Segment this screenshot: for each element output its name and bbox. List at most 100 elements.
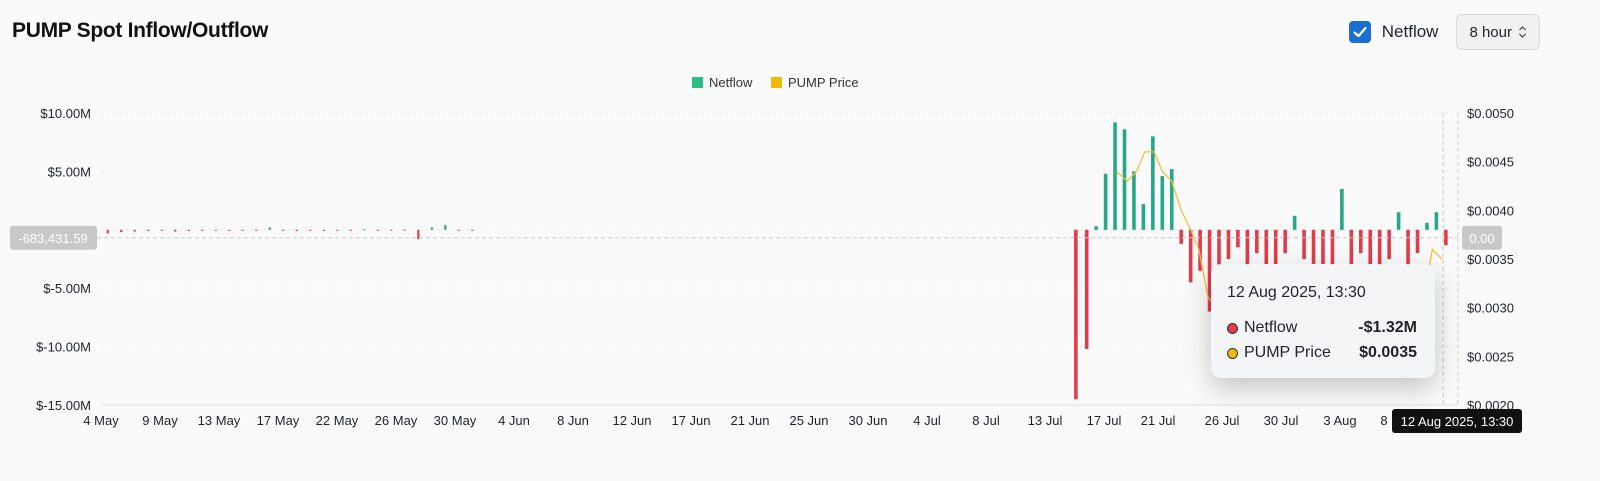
right-tick-label-2: $0.0040 [1467, 203, 1514, 218]
netflow-bar [282, 229, 285, 231]
netflow-bar [363, 229, 366, 231]
legend-label-0[interactable]: Netflow [709, 75, 753, 90]
netflow-bar [201, 229, 204, 231]
netflow-bar [1255, 229, 1259, 254]
netflow-bar [228, 229, 231, 231]
netflow-bar [403, 229, 406, 231]
netflow-bar [160, 229, 163, 231]
checkmark-icon [1353, 26, 1367, 38]
x-tick-label-0: 4 May [83, 413, 119, 428]
netflow-bar [1340, 188, 1344, 230]
crosshair-y-label: -683,431.59 [18, 231, 87, 246]
netflow-bar [322, 229, 325, 231]
netflow-bar [133, 229, 136, 232]
x-tick-label-2: 13 May [198, 413, 241, 428]
netflow-bar [336, 229, 339, 231]
x-tick-label-3: 17 May [257, 413, 300, 428]
netflow-bar [1283, 229, 1287, 254]
netflow-bar [1226, 229, 1231, 259]
x-tick-label-17: 17 Jul [1087, 413, 1122, 428]
page-title: PUMP Spot Inflow/Outflow [12, 19, 269, 42]
price-dot-icon [1227, 347, 1238, 359]
right-tick-label-1: $0.0045 [1467, 155, 1514, 170]
x-tick-label-13: 30 Jun [848, 413, 887, 428]
netflow-bar [1198, 229, 1202, 271]
crosshair: -683,431.59 0.00 12 Aug 2025, 13:30 [10, 113, 1522, 433]
netflow-bar [1084, 229, 1089, 349]
legend-swatch-0[interactable] [692, 77, 703, 88]
netflow-bar [1103, 173, 1108, 230]
netflow-bar [1292, 215, 1297, 230]
x-tick-label-8: 8 Jun [557, 413, 589, 428]
x-tick-label-21: 3 Aug [1323, 413, 1356, 428]
netflow-bar [1349, 229, 1354, 265]
right-tick-label-3: $0.0035 [1467, 252, 1514, 267]
netflow-bar [309, 229, 312, 231]
x-tick-label-9: 12 Jun [612, 413, 651, 428]
x-tick-label-11: 21 Jun [730, 413, 769, 428]
tooltip-row-price: PUMP Price $0.0035 [1227, 344, 1417, 362]
netflow-bar [268, 227, 271, 230]
netflow-bars [106, 122, 1448, 400]
interval-select[interactable]: 8 hour [1456, 14, 1540, 50]
right-y-axis: $0.0050 $0.0045 $0.0040 $0.0035 $0.0030 $0.00… [1457, 106, 1514, 413]
netflow-bar [471, 229, 474, 231]
chevron-up-down-icon [1518, 25, 1527, 39]
netflow-bar [1330, 229, 1335, 289]
netflow-bar [417, 229, 420, 240]
x-tick-label-19: 26 Jul [1205, 413, 1240, 428]
netflow-bar [1094, 226, 1098, 230]
netflow-bar [1358, 229, 1363, 254]
netflow-bar [1302, 229, 1306, 259]
netflow-bar [376, 229, 379, 231]
netflow-bar [1273, 229, 1278, 265]
netflow-bar [390, 229, 393, 231]
netflow-bar [1368, 229, 1373, 277]
x-tick-label-6: 30 May [434, 413, 477, 428]
netflow-bar [444, 225, 447, 230]
netflow-bar [1245, 229, 1250, 277]
legend-swatch-1[interactable] [771, 77, 782, 88]
netflow-bar [120, 229, 123, 233]
netflow-bar [1113, 122, 1117, 230]
left-tick-label-1: $5.00M [48, 164, 91, 179]
right-tick-label-0: $0.0050 [1467, 106, 1514, 121]
tooltip-price-label: PUMP Price [1244, 344, 1331, 361]
tooltip-price-value: $0.0035 [1359, 344, 1417, 361]
netflow-bar [1122, 129, 1127, 230]
netflow-bar [187, 229, 190, 231]
x-tick-label-7: 4 Jun [498, 413, 530, 428]
interval-select-value: 8 hour [1469, 23, 1512, 41]
netflow-dot-icon [1227, 322, 1238, 334]
chart-tooltip: 12 Aug 2025, 13:30 Netflow -$1.32M PUMP … [1211, 264, 1435, 378]
netflow-bar [1179, 229, 1183, 244]
chart-legend: Netflow PUMP Price [692, 75, 859, 90]
netflow-bar [430, 227, 433, 230]
netflow-checkbox-label[interactable]: Netflow [1381, 22, 1439, 41]
netflow-bar [1207, 229, 1212, 312]
x-tick-label-1: 9 May [142, 413, 178, 428]
netflow-bar [1311, 229, 1316, 271]
left-tick-label-4: $-10.00M [36, 340, 91, 355]
netflow-bar [106, 229, 109, 234]
legend-label-1[interactable]: PUMP Price [788, 75, 859, 90]
netflow-bar [1151, 136, 1155, 230]
netflow-bar [1387, 229, 1391, 259]
x-tick-label-20: 30 Jul [1264, 413, 1299, 428]
x-tick-label-4: 22 May [316, 413, 359, 428]
netflow-bar [214, 229, 217, 231]
right-tick-label-5: $0.0025 [1467, 349, 1514, 364]
netflow-bar [1217, 229, 1221, 265]
netflow-bar [174, 229, 177, 232]
left-tick-label-3: $-5.00M [43, 281, 91, 296]
netflow-bar [295, 229, 298, 231]
crosshair-y-badge [10, 225, 97, 250]
netflow-bar [1074, 229, 1078, 400]
netflow-checkbox[interactable] [1348, 21, 1371, 43]
netflow-bar [1425, 222, 1429, 230]
netflow-bar [1321, 229, 1325, 277]
netflow-bar [1434, 212, 1439, 230]
tooltip-row-netflow: Netflow -$1.32M [1227, 319, 1417, 337]
crosshair-x-badge [1392, 409, 1522, 433]
